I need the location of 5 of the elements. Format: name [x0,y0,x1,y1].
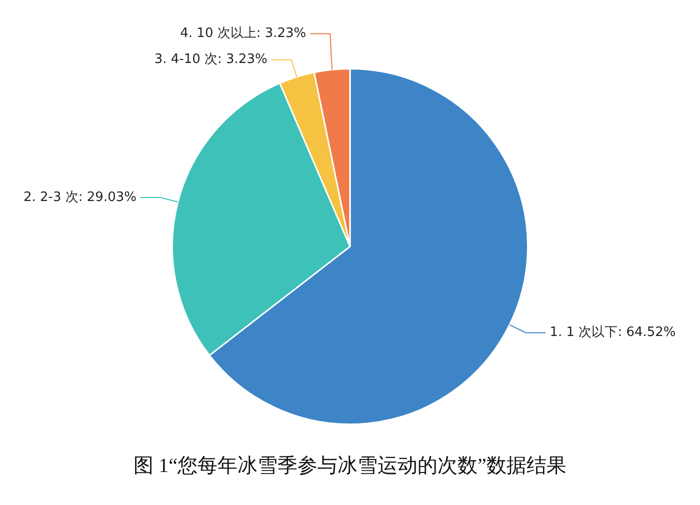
caption: 图 1“您每年冰雪季参与冰雪运动的次数”数据结果 [132,454,568,479]
slice-label: 4. 10 次以上: 3.23% [180,26,306,42]
slice-label: 2. 2-3 次: 29.03% [24,190,136,205]
slice-label: 3. 4-10 次: 3.23% [154,52,268,68]
slice-label: 1. 1 次以下: 64.52% [550,325,676,340]
